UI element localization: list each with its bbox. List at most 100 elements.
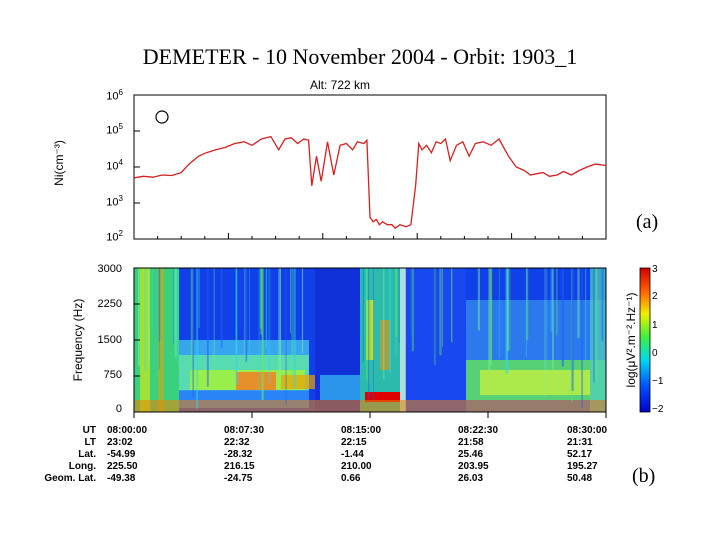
long-4: 195.27: [567, 461, 598, 472]
spectrogram-streak: [290, 268, 291, 334]
spectrogram-streak: [220, 268, 223, 348]
ut-0: 08:00:00: [107, 425, 148, 436]
spectrogram-streak: [525, 268, 527, 357]
colorbar: [639, 267, 651, 413]
lat-2: -1.44: [341, 449, 364, 460]
spectrogram-streak: [249, 268, 250, 358]
row-label-ut: UT: [82, 425, 96, 436]
spectrogram-tick-marks: [133, 267, 607, 418]
lat-4: 52.17: [567, 449, 593, 460]
lt-1: 22:32: [224, 437, 250, 448]
ni-tick-marks: [133, 94, 607, 240]
ni-ytick-1e4: 104: [106, 158, 123, 173]
spectrogram-streak: [362, 268, 364, 362]
spectrogram-streak: [235, 268, 237, 386]
spectrogram-streak: [245, 268, 248, 362]
ion-density-line: [133, 135, 607, 230]
spectrogram-streak: [595, 268, 598, 380]
spectrogram-streak: [526, 268, 529, 341]
spectrogram-streak: [488, 268, 491, 371]
row-label-lat: Lat.: [78, 449, 96, 460]
spectrogram-streak: [442, 268, 444, 347]
ut-2: 08:15:00: [341, 425, 382, 436]
long-0: 225.50: [107, 461, 138, 472]
spectrogram-streak: [395, 268, 398, 337]
spectrogram-streak: [571, 268, 574, 391]
ni-ytick-1e6: 106: [106, 88, 123, 103]
spectrogram-streak: [398, 268, 401, 343]
colorbar-tick-m1: −1: [652, 376, 664, 387]
freq-ytick-3000: 3000: [97, 263, 122, 275]
spectrogram-streak: [175, 268, 177, 360]
spectrogram-streak: [158, 268, 160, 369]
spectrogram-streak: [477, 268, 480, 331]
spectrogram-streak: [489, 268, 493, 366]
spectrogram-streak: [279, 268, 281, 372]
spectrogram-streak: [373, 268, 374, 402]
spectrogram-streak: [213, 268, 215, 373]
colorbar-tick-3: 3: [652, 264, 658, 275]
spectrogram-streak: [261, 268, 264, 401]
ut-3: 08:22:30: [458, 425, 499, 436]
lt-2: 22:15: [341, 437, 367, 448]
spectrogram-streak: [258, 268, 260, 391]
spectrogram-streak: [239, 268, 241, 331]
geom-0: -49.38: [107, 473, 136, 484]
spectrogram-streak: [561, 268, 564, 367]
oplus-marker: [155, 110, 169, 124]
spectrogram-streak: [192, 268, 194, 398]
spectrogram-streak: [243, 268, 246, 356]
freq-ytick-0: 0: [115, 403, 122, 415]
spectrogram-streak: [198, 268, 200, 329]
spectrogram-streak: [285, 268, 287, 406]
spectrogram-streak: [190, 268, 193, 384]
spectrogram-streak: [369, 268, 371, 385]
spectrogram-streak: [138, 268, 140, 366]
spectrogram-streak: [206, 268, 209, 387]
panel-a-label: (a): [636, 211, 659, 233]
spectrogram-streak: [439, 268, 442, 356]
row-label-lt: LT: [84, 437, 96, 448]
freq-ytick-2250: 2250: [97, 298, 122, 310]
spectrogram-streak: [552, 268, 554, 370]
spectrogram-streak: [278, 268, 281, 379]
long-2: 210.00: [341, 461, 372, 472]
page-title: DEMETER - 10 November 2004 - Orbit: 1903…: [142, 44, 578, 69]
row-label-geom-lat: Geom. Lat.: [44, 473, 96, 484]
spectrogram-streak: [544, 268, 546, 398]
spectrogram-streak: [581, 268, 583, 408]
spectrogram-streak: [593, 268, 595, 383]
spectrogram-streak: [585, 268, 587, 364]
lt-4: 21:31: [567, 437, 593, 448]
panel-b-label: (b): [632, 465, 656, 487]
geom-3: 26.03: [458, 473, 484, 484]
ni-ytick-1e2: 102: [106, 229, 123, 244]
spectrogram-streak: [382, 268, 385, 380]
colorbar-tick-m2: −2: [652, 404, 664, 415]
spectrogram-image: [134, 268, 606, 412]
spectrogram-streak: [601, 268, 604, 341]
spectrogram-streak: [507, 268, 509, 352]
lt-0: 23:02: [107, 437, 133, 448]
ni-ytick-1e3: 103: [106, 194, 123, 209]
spectrogram-streak: [366, 268, 368, 381]
long-3: 203.95: [458, 461, 489, 472]
spectrogram-streak: [177, 268, 179, 369]
lat-3: 25.46: [458, 449, 484, 460]
long-1: 216.15: [224, 461, 255, 472]
ni-ytick-1e5: 105: [106, 122, 123, 137]
ut-1: 08:07:30: [224, 425, 265, 436]
colorbar-tick-2: 2: [652, 291, 658, 302]
spectrogram-streak: [173, 268, 174, 344]
geom-1: -24.75: [224, 473, 253, 484]
spectrogram-streak: [508, 268, 511, 351]
altitude-label: Alt: 722 km: [310, 78, 371, 92]
freq-ytick-750: 750: [103, 369, 122, 381]
geom-4: 50.48: [567, 473, 593, 484]
ut-4: 08:30:00: [567, 425, 608, 436]
colorbar-tick-1: 1: [652, 320, 658, 331]
spectrogram-streak: [291, 268, 293, 375]
spectrogram-streak: [301, 268, 304, 353]
lt-3: 21:58: [458, 437, 484, 448]
